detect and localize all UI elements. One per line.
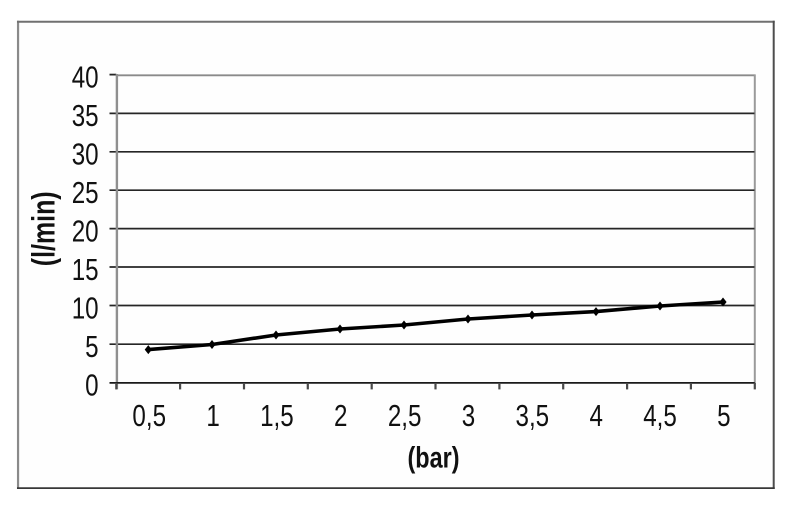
svg-text:0,5: 0,5 (132, 398, 166, 433)
svg-text:35: 35 (72, 98, 99, 133)
svg-text:1: 1 (206, 398, 219, 433)
svg-text:2: 2 (334, 398, 347, 433)
svg-text:(l/min): (l/min) (27, 191, 63, 266)
svg-text:(bar): (bar) (408, 441, 460, 474)
svg-text:10: 10 (72, 291, 99, 326)
svg-text:3: 3 (462, 398, 475, 433)
svg-text:4: 4 (589, 398, 602, 433)
svg-text:1,5: 1,5 (260, 398, 294, 433)
svg-text:20: 20 (72, 214, 99, 249)
svg-text:15: 15 (72, 252, 99, 287)
svg-text:2,5: 2,5 (388, 398, 422, 433)
svg-text:5: 5 (85, 329, 98, 364)
svg-text:0: 0 (85, 368, 98, 403)
svg-text:40: 40 (72, 60, 99, 95)
svg-text:5: 5 (717, 398, 730, 433)
svg-text:25: 25 (72, 175, 99, 210)
svg-text:4,5: 4,5 (643, 398, 677, 433)
svg-text:30: 30 (72, 137, 99, 172)
svg-text:3,5: 3,5 (516, 398, 550, 433)
